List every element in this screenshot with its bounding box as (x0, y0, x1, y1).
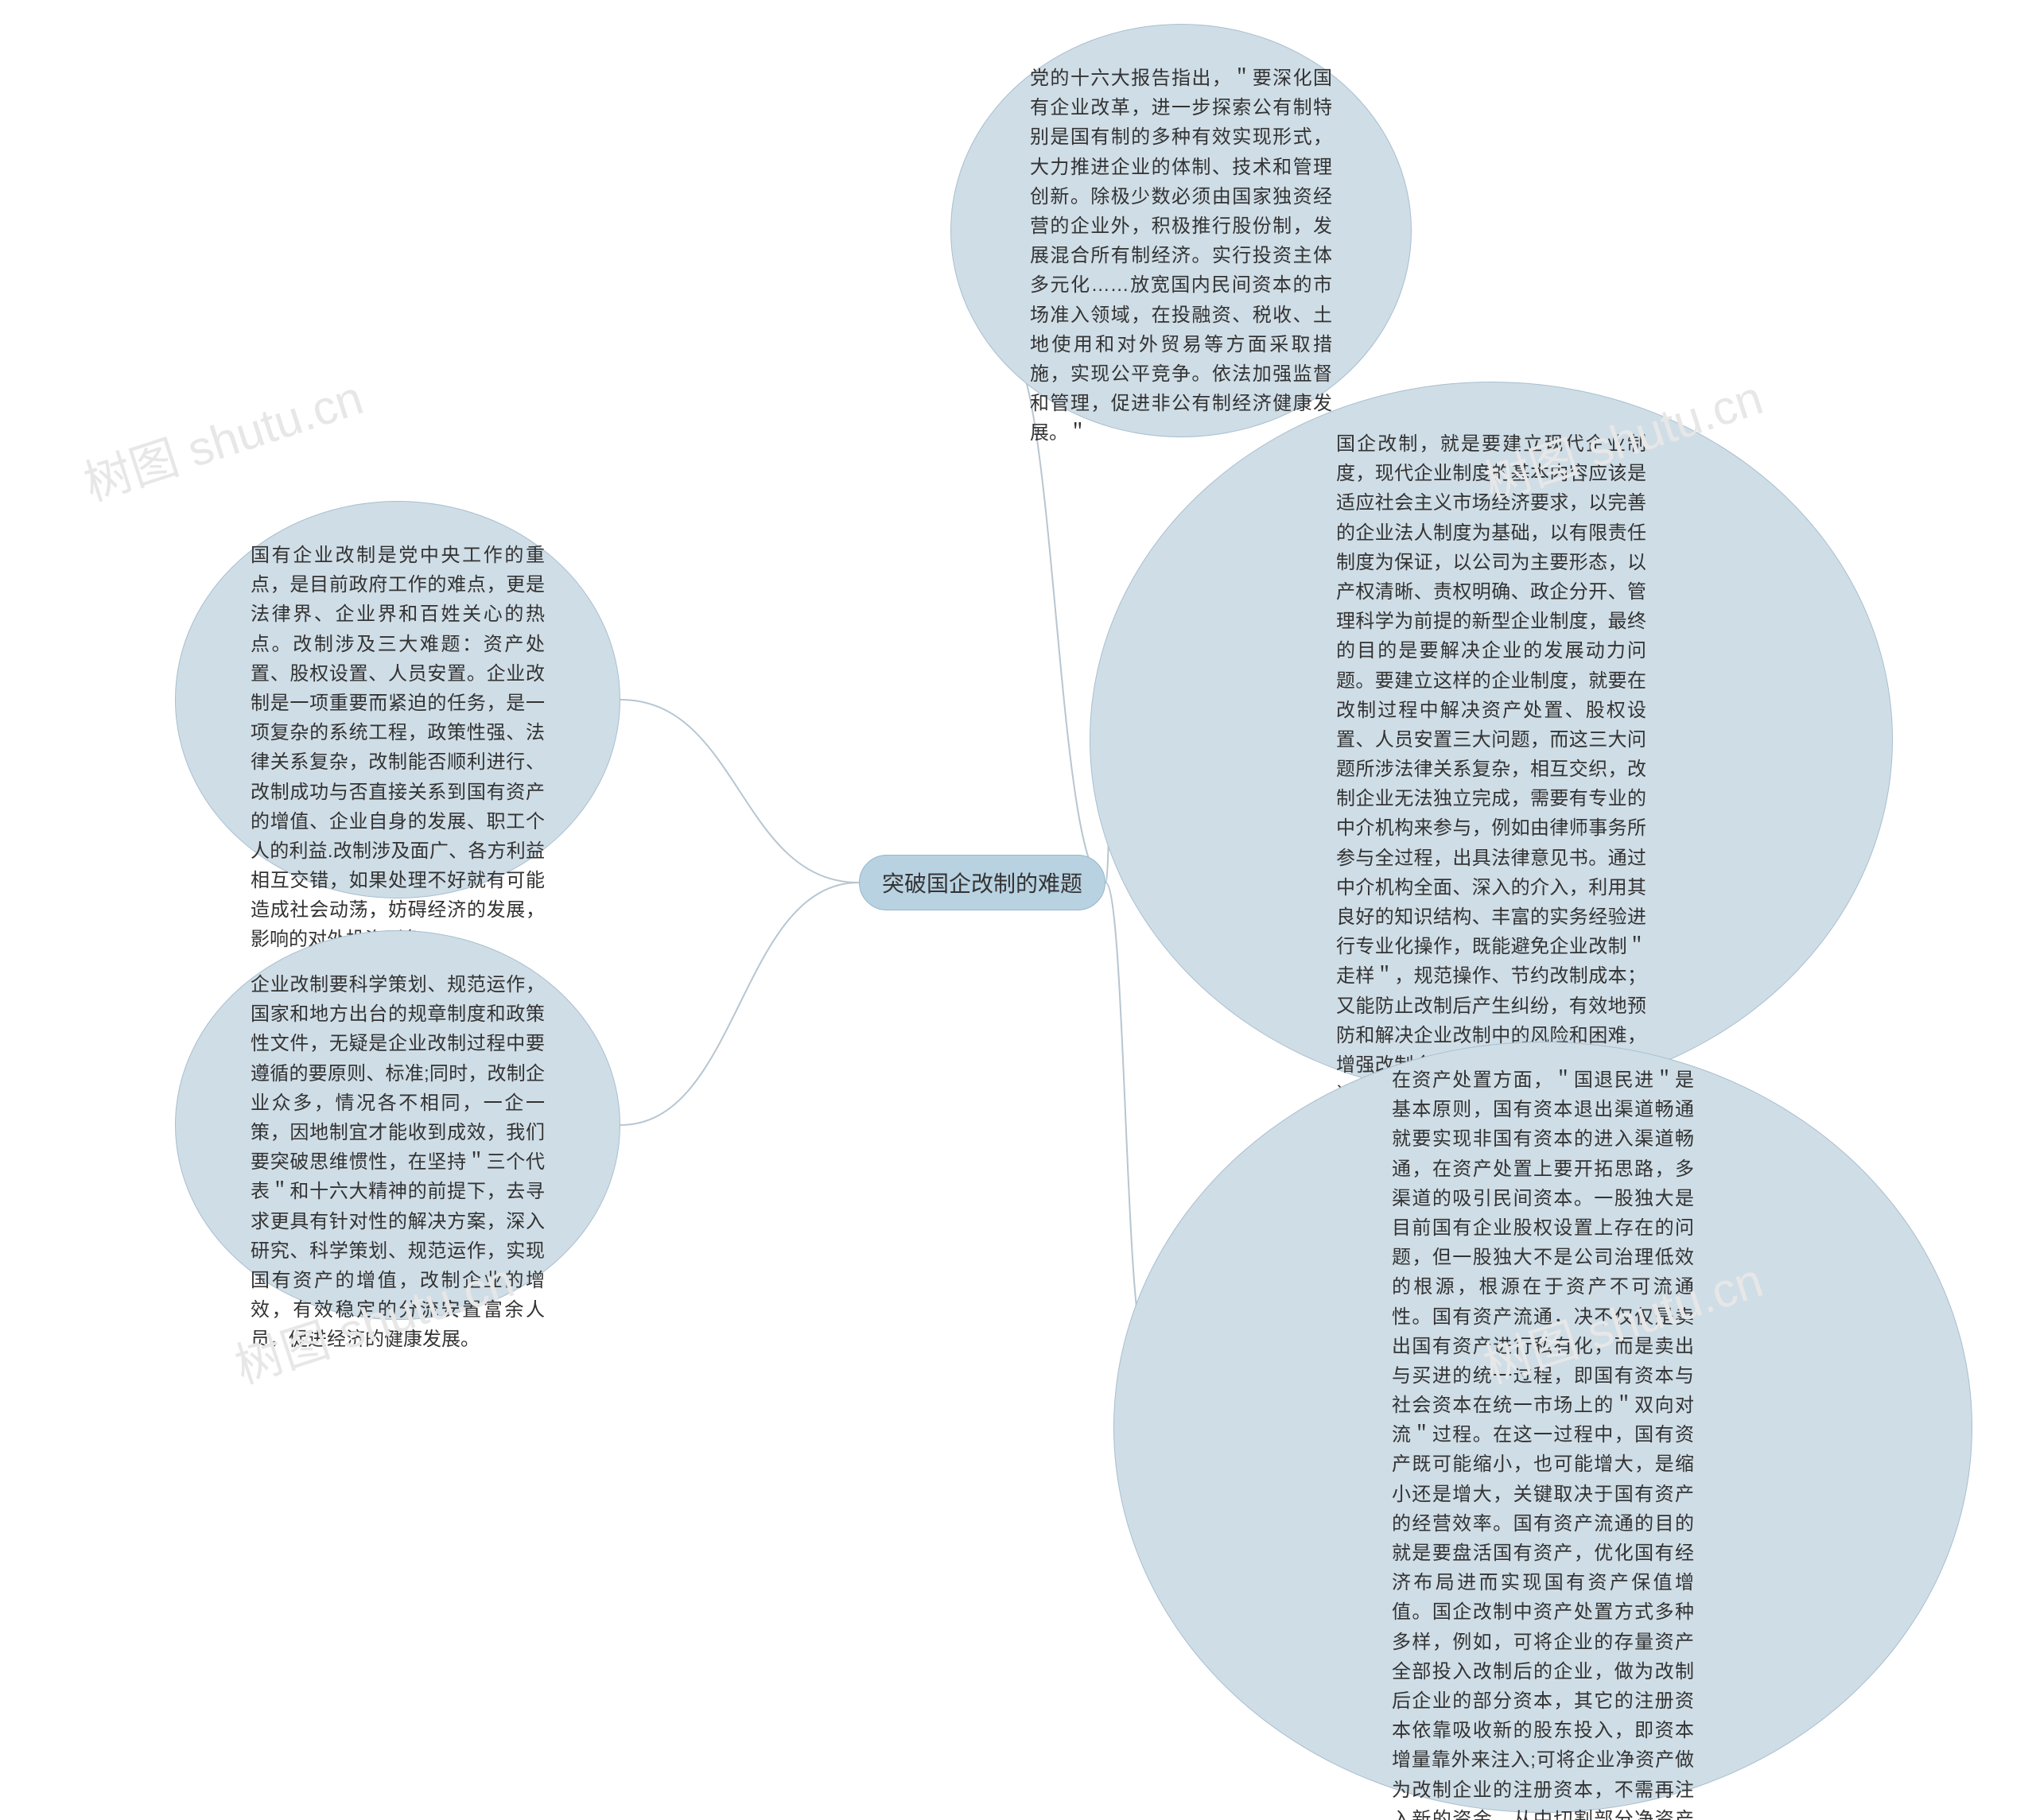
node-left-1-text: 国有企业改制是党中央工作的重点，是目前政府工作的难点，更是法律界、企业界和百姓关… (251, 541, 545, 859)
connector (1105, 883, 1145, 1344)
connector (620, 883, 859, 1125)
node-left-1[interactable]: 国有企业改制是党中央工作的重点，是目前政府工作的难点，更是法律界、企业界和百姓关… (175, 501, 620, 898)
center-topic-label: 突破国企改制的难题 (882, 867, 1082, 898)
node-left-2[interactable]: 企业改制要科学策划、规范运作，国家和地方出台的规章制度和政策性文件，无疑是企业改… (175, 930, 620, 1320)
center-topic[interactable]: 突破国企改制的难题 (859, 855, 1105, 910)
node-right-3-text: 在资产处置方面，＂国退民进＂是基本原则，国有资本退出渠道畅通就要实现非国有资本的… (1392, 1065, 1694, 1789)
node-right-3[interactable]: 在资产处置方面，＂国退民进＂是基本原则，国有资本退出渠道畅通就要实现非国有资本的… (1113, 1042, 1972, 1813)
node-right-1[interactable]: 党的十六大报告指出，＂要深化国有企业改革，进一步探索公有制特别是国有制的多种有效… (950, 24, 1412, 437)
connector (620, 700, 859, 883)
node-right-1-text: 党的十六大报告指出，＂要深化国有企业改革，进一步探索公有制特别是国有制的多种有效… (1030, 64, 1332, 398)
node-right-2[interactable]: 国企改制，就是要建立现代企业制度，现代企业制度的基本内容应该是适应社会主义市场经… (1090, 382, 1893, 1097)
node-right-2-text: 国企改制，就是要建立现代企业制度，现代企业制度的基本内容应该是适应社会主义市场经… (1336, 429, 1646, 1050)
node-left-2-text: 企业改制要科学策划、规范运作，国家和地方出台的规章制度和政策性文件，无疑是企业改… (251, 970, 545, 1280)
watermark: 树图 shutu.cn (74, 359, 371, 514)
